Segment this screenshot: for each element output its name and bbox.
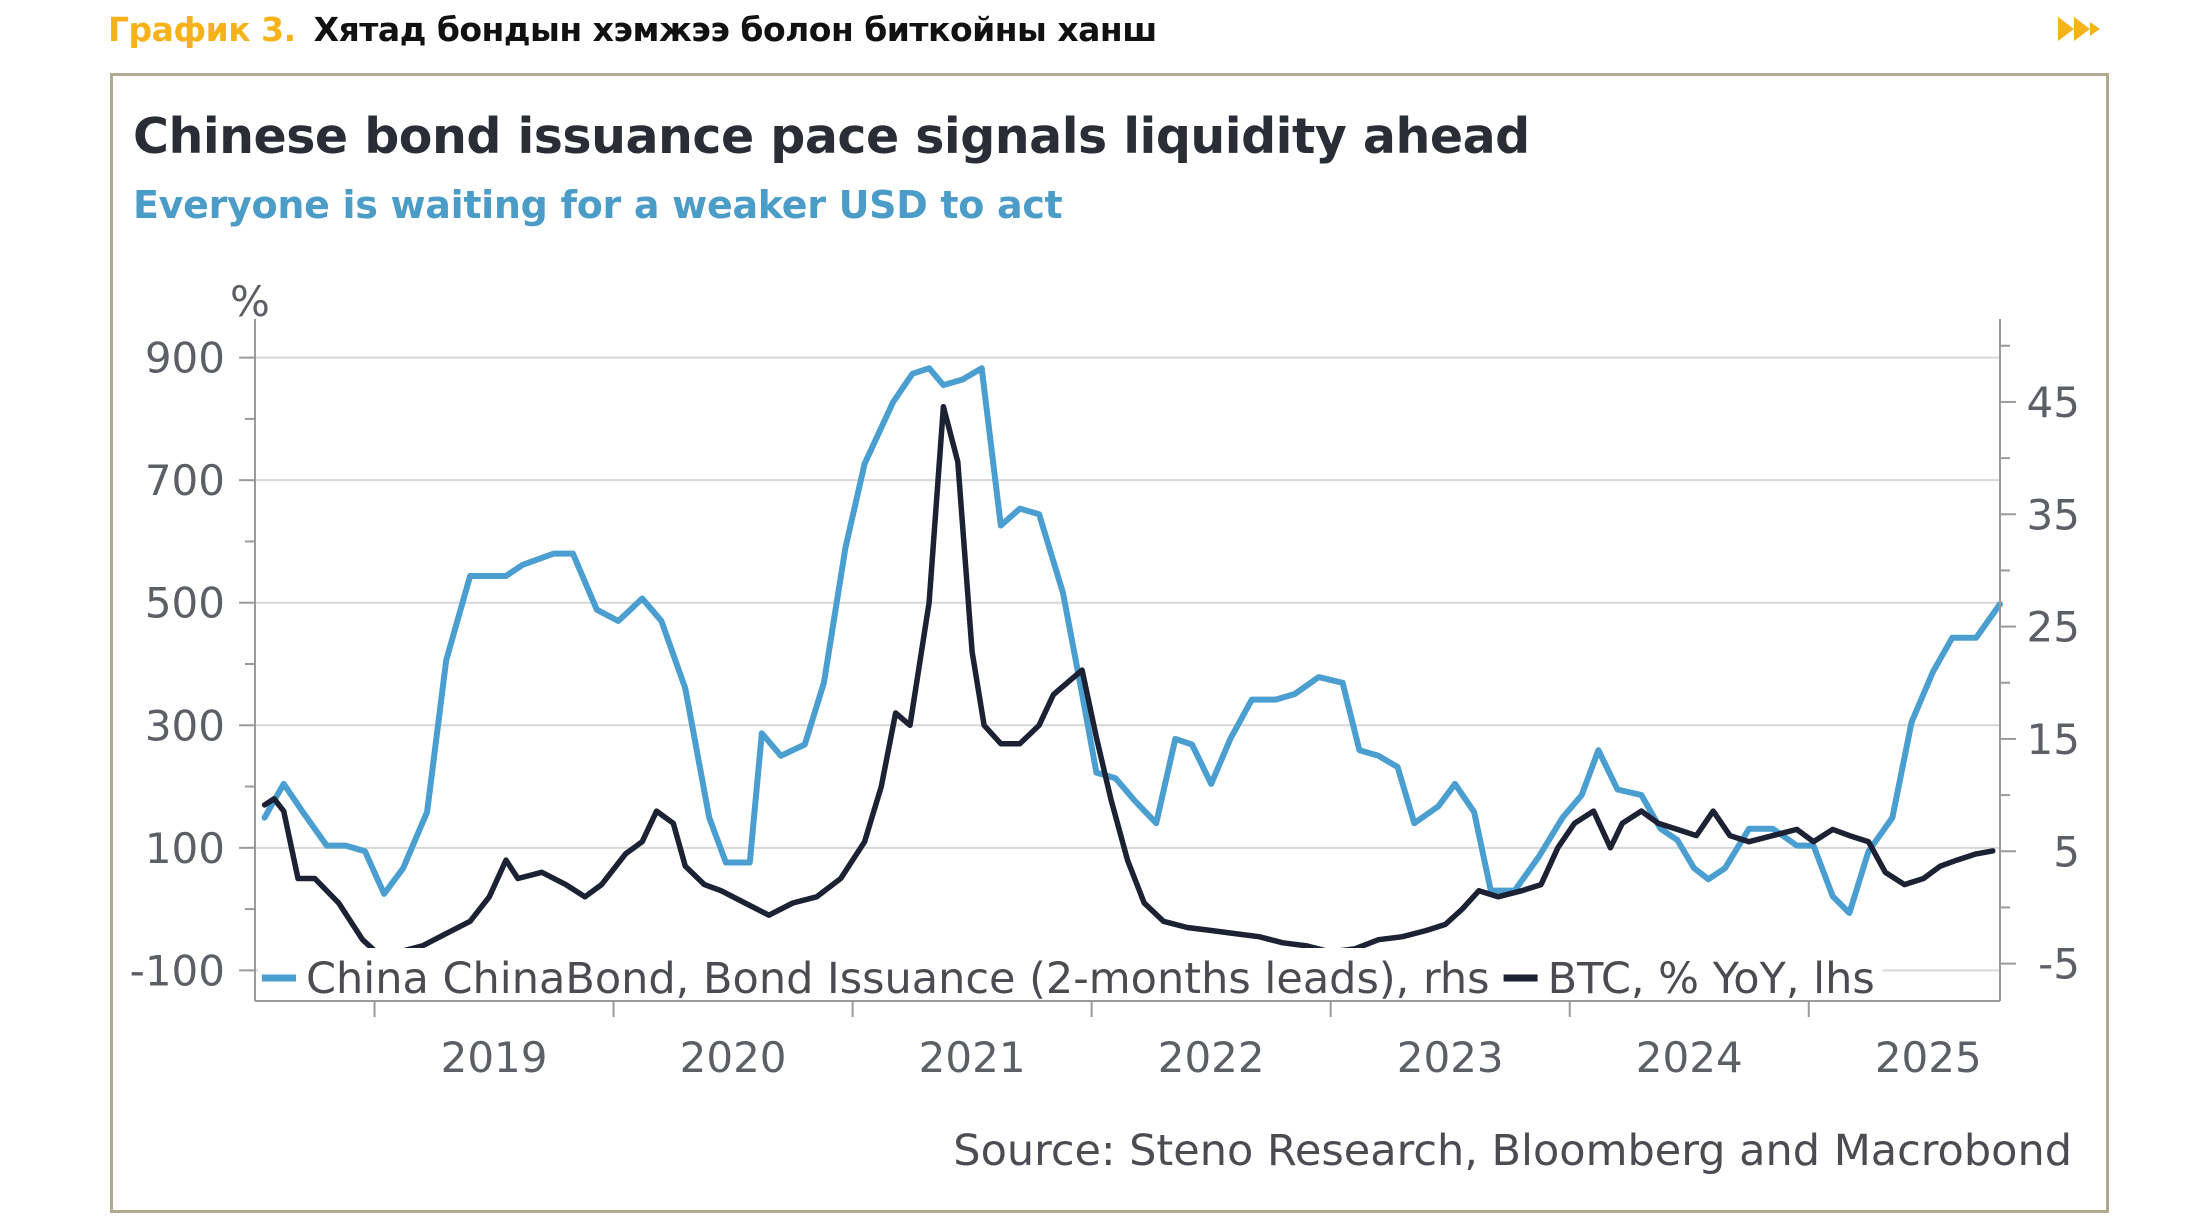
figure-number: График 3. [108, 9, 296, 49]
left-axis-tick-label: 900 [145, 334, 225, 383]
right-axis-tick-label: 35 [2027, 490, 2080, 539]
left-axis-tick-label: 500 [145, 579, 225, 628]
chart-frame [110, 73, 2109, 1213]
x-axis-tick-label: 2020 [680, 1033, 787, 1082]
right-axis-tick-label: -5 [2038, 940, 2080, 989]
double-chevron-right-icon[interactable] [2054, 14, 2106, 44]
x-axis-tick-label: 2023 [1397, 1033, 1504, 1082]
chart-subtitle: Everyone is waiting for a weaker USD to … [133, 183, 1063, 227]
series-layer [261, 365, 2003, 958]
chart-legend: China ChinaBond, Bond Issuance (2-months… [258, 948, 1883, 1004]
left-axis-tick-label: 700 [145, 456, 225, 505]
right-axis-tick-label: 45 [2027, 378, 2080, 427]
x-axis-tick-label: 2025 [1875, 1033, 1982, 1082]
x-axis-tick-label: 2024 [1636, 1033, 1743, 1082]
right-axis-tick-label: 5 [2053, 827, 2080, 876]
left-axis-tick-label: -100 [130, 946, 225, 995]
right-axis-tick-label: 15 [2027, 715, 2080, 764]
x-axis-tick-label: 2022 [1158, 1033, 1265, 1082]
chart-title: Chinese bond issuance pace signals liqui… [133, 108, 1530, 165]
y-axis-label: % [230, 277, 270, 326]
right-axis-tick-label: 25 [2027, 603, 2080, 652]
legend-label-btc: BTC, % YoY, lhs [1548, 954, 1875, 1004]
legend-label-bond: China ChinaBond, Bond Issuance (2-months… [306, 954, 1490, 1004]
figure-heading: График 3. Хятад бондын хэмжээ болон битк… [108, 4, 1157, 54]
left-axis-tick-label: 100 [145, 824, 225, 873]
series-line-bond-issuance [261, 365, 2003, 916]
x-axis-tick-label: 2021 [919, 1033, 1026, 1082]
chart-source: Source: Steno Research, Bloomberg and Ma… [953, 1126, 2072, 1176]
figure-title: Хятад бондын хэмжээ болон биткойны ханш [313, 9, 1158, 49]
x-axis-tick-label: 2019 [441, 1033, 548, 1082]
legend-background [258, 948, 1883, 998]
left-axis-tick-label: 300 [145, 701, 225, 750]
series-line-btc [261, 403, 1996, 958]
axes: -100 100 300 500 700 900 -5 5 15 25 35 45 2019 2020 20… [130, 319, 2080, 1082]
